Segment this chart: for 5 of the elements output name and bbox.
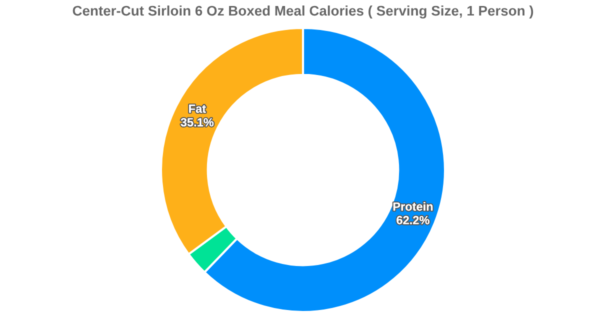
chart-title: Center-Cut Sirloin 6 Oz Boxed Meal Calories ( Serving Size, 1 Person ) xyxy=(72,5,534,19)
data-label: 35.1% xyxy=(180,118,214,126)
slice-label: Fat xyxy=(189,104,206,113)
data-label: 62.2% xyxy=(396,216,430,224)
slice-label: Protein xyxy=(393,202,433,211)
